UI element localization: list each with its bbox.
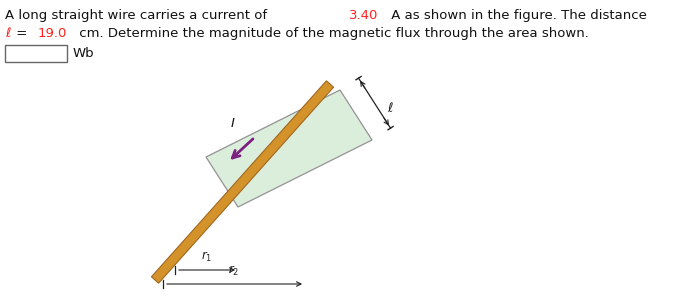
Text: cm. Determine the magnitude of the magnetic flux through the area shown.: cm. Determine the magnitude of the magne… (75, 27, 589, 40)
Polygon shape (206, 90, 372, 207)
Text: $r_2$: $r_2$ (228, 264, 239, 278)
Text: =: = (12, 27, 32, 40)
Text: $\ell$: $\ell$ (386, 101, 393, 115)
Text: $r_1$: $r_1$ (201, 250, 212, 264)
Text: 19.0: 19.0 (37, 27, 66, 40)
Text: I: I (231, 117, 235, 130)
Polygon shape (151, 81, 334, 283)
Text: 3.40: 3.40 (349, 9, 378, 22)
Text: A long straight wire carries a current of: A long straight wire carries a current o… (5, 9, 272, 22)
Text: A as shown in the figure. The distance: A as shown in the figure. The distance (386, 9, 651, 22)
Bar (5, 45, 67, 62)
Text: Wb: Wb (73, 47, 94, 60)
Text: ℓ: ℓ (5, 27, 10, 40)
